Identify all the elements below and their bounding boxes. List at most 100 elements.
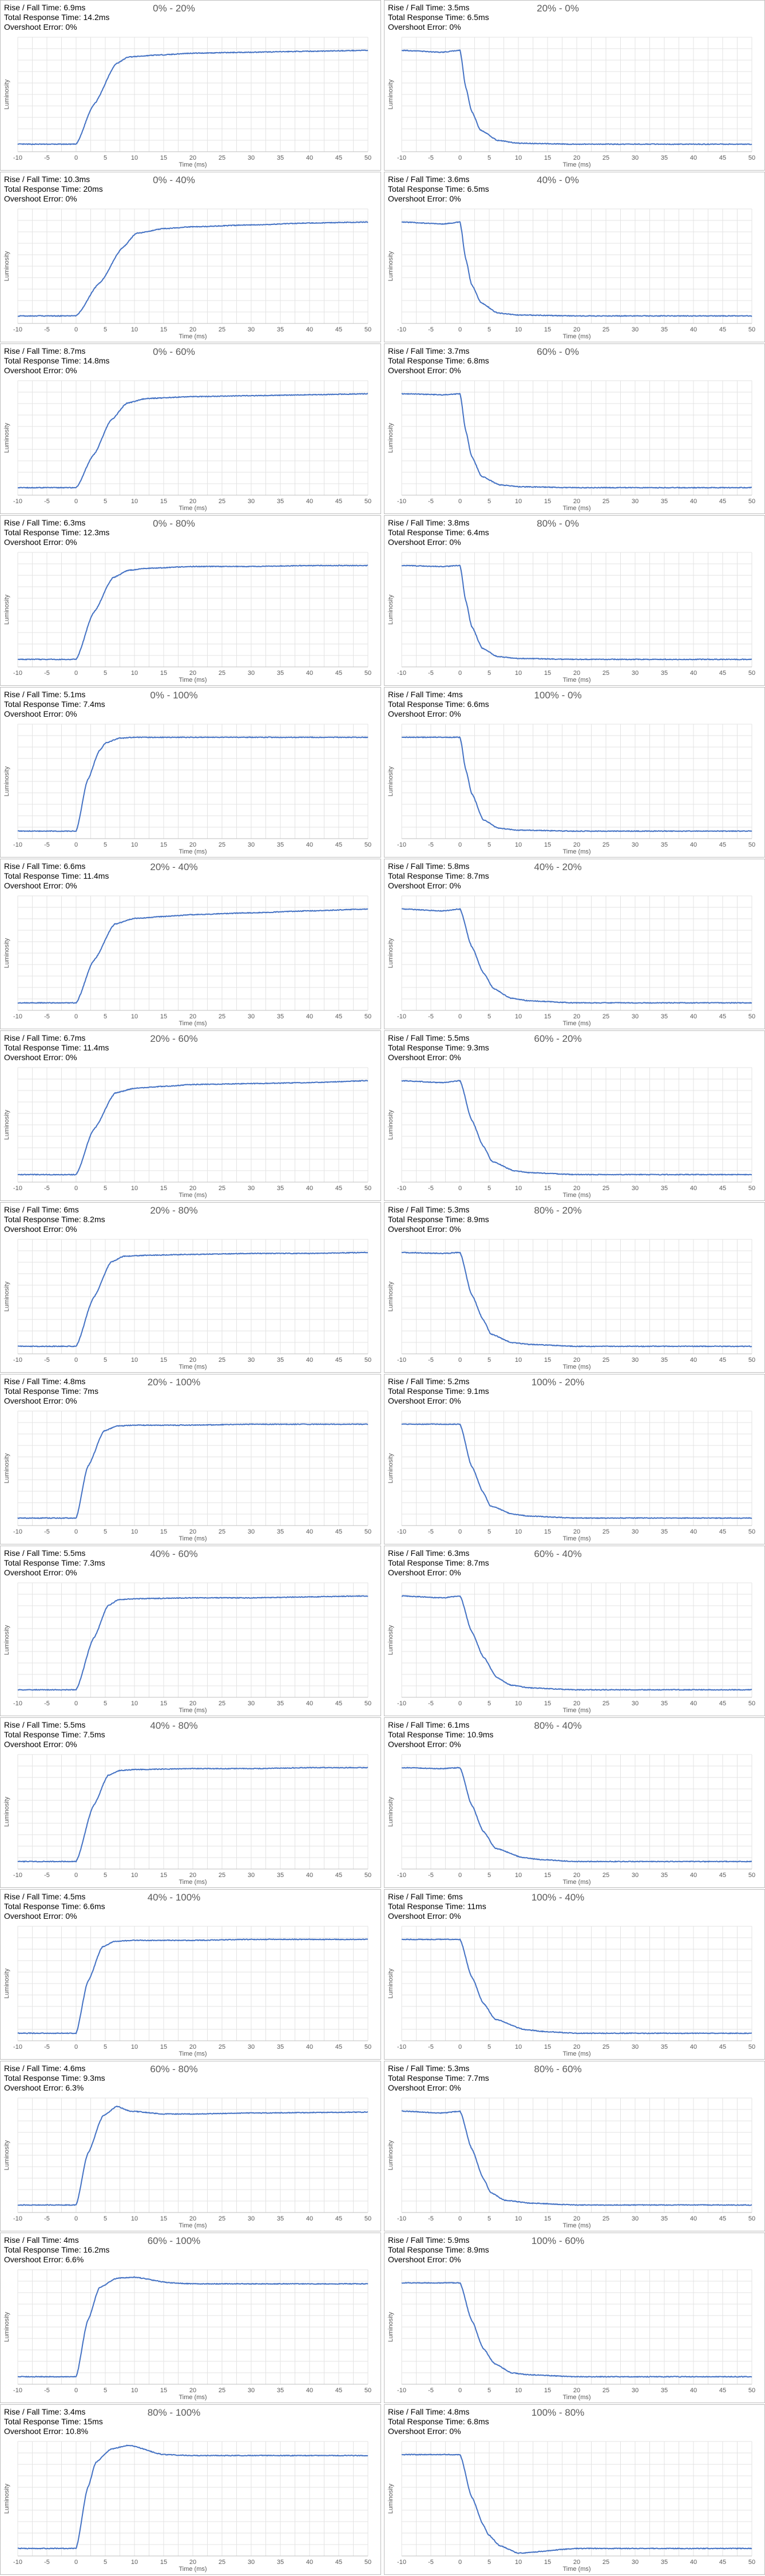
chart-title: 80% - 40% [534, 1720, 582, 1731]
overshoot-error: Overshoot Error: 0% [4, 194, 77, 203]
x-tick-label: 30 [248, 1700, 255, 1707]
series-line [17, 1595, 368, 1691]
x-tick-label: 0 [458, 841, 462, 848]
plot-area: -10 -5 0 5 10 15 20 25 30 35 40 45 50 Time (ms) Lumino… [3, 1926, 371, 2057]
x-tick-label: 10 [131, 2559, 138, 2566]
total-response-time: Total Response Time: 6.6ms [4, 1902, 105, 1911]
x-tick-label: -5 [44, 2559, 50, 2566]
response-stats: Rise / Fall Time: 5.5ms Total Response Ti… [4, 1548, 105, 1578]
x-tick-label: 35 [661, 155, 668, 161]
x-tick-label: 45 [335, 2559, 342, 2566]
y-axis-label: Luminosity [3, 1968, 10, 1998]
x-tick-label: 20 [573, 498, 580, 505]
x-tick-label: 40 [690, 841, 697, 848]
x-tick-label: 20 [573, 1357, 580, 1364]
x-tick-label: 0 [74, 2044, 78, 2050]
plot-area: -10 -5 0 5 10 15 20 25 30 35 40 45 50 Time (ms) Lumino… [387, 208, 755, 340]
x-tick-label: 5 [104, 2559, 107, 2566]
x-tick-label: 35 [661, 1357, 668, 1364]
x-tick-label: 5 [104, 1357, 107, 1364]
response-stats: Rise / Fall Time: 4.6ms Total Response Ti… [4, 2064, 105, 2093]
overshoot-error: Overshoot Error: 0% [388, 881, 461, 890]
x-tick-label: 30 [248, 841, 255, 848]
total-response-time: Total Response Time: 11.4ms [4, 1043, 109, 1052]
x-tick-label: 30 [248, 155, 255, 161]
x-tick-label: 50 [748, 2559, 755, 2566]
x-tick-label: 50 [364, 841, 371, 848]
x-tick-label: 15 [544, 155, 551, 161]
x-tick-label: 40 [690, 1185, 697, 1192]
x-tick-label: -10 [397, 2215, 406, 2222]
x-tick-label: 40 [690, 2215, 697, 2222]
rise-fall-time: Rise / Fall Time: 5.1ms [4, 690, 86, 699]
x-tick-label: 40 [306, 1357, 313, 1364]
x-tick-label: 30 [632, 155, 639, 161]
x-tick-label: 25 [219, 841, 225, 848]
x-tick-label: 0 [74, 1185, 78, 1192]
plot-area: -10 -5 0 5 10 15 20 25 30 35 40 45 50 Time (ms) Lumino… [387, 1754, 755, 1886]
x-axis-label: Time (ms) [179, 2050, 207, 2057]
x-tick-label: 15 [160, 2387, 167, 2394]
series-line [17, 1767, 368, 1863]
x-tick-label: 15 [544, 1185, 551, 1192]
response-stats: Rise / Fall Time: 6.7ms Total Response Ti… [4, 1033, 109, 1062]
x-tick-label: 30 [248, 2044, 255, 2050]
x-tick-label: -5 [44, 1013, 50, 1020]
series-line [17, 908, 368, 1004]
chart-title: 20% - 60% [150, 1033, 198, 1044]
chart-panel: Rise / Fall Time: 3.5ms Total Response Ti… [384, 0, 765, 171]
x-tick-label: 25 [219, 1013, 225, 1020]
rise-fall-time: Rise / Fall Time: 5.3ms [388, 1205, 470, 1214]
x-tick-label: 15 [544, 1700, 551, 1707]
series-line [401, 1251, 752, 1348]
plot-area: -10 -5 0 5 10 15 20 25 30 35 40 45 50 Time (ms) Lumino… [387, 1239, 755, 1370]
x-tick-label: -5 [44, 2044, 50, 2050]
rise-fall-time: Rise / Fall Time: 6.3ms [4, 518, 86, 527]
overshoot-error: Overshoot Error: 0% [4, 709, 77, 718]
y-axis-label: Luminosity [387, 1968, 394, 1998]
x-tick-label: -10 [13, 841, 22, 848]
x-tick-label: 20 [573, 1700, 580, 1707]
chart-panel: Rise / Fall Time: 5.8ms Total Response Ti… [384, 859, 765, 1029]
x-axis-label: Time (ms) [179, 848, 207, 855]
series-line [17, 1080, 368, 1176]
x-tick-label: -5 [44, 326, 50, 333]
chart-title: 80% - 100% [147, 2407, 201, 2418]
x-tick-label: 0 [74, 670, 78, 677]
x-tick-label: 25 [603, 670, 609, 677]
x-tick-label: 40 [306, 1528, 313, 1535]
x-tick-label: 20 [189, 1872, 196, 1879]
x-tick-label: 5 [487, 1357, 491, 1364]
x-tick-label: 35 [277, 2387, 284, 2394]
overshoot-error: Overshoot Error: 0% [388, 2255, 461, 2264]
x-tick-label: 5 [487, 2559, 491, 2566]
x-tick-label: 50 [748, 2044, 755, 2050]
x-tick-label: 50 [364, 2215, 371, 2222]
total-response-time: Total Response Time: 7.3ms [4, 1558, 105, 1567]
overshoot-error: Overshoot Error: 0% [4, 881, 77, 890]
x-tick-label: 5 [487, 498, 491, 505]
x-tick-label: 35 [277, 2559, 284, 2566]
x-tick-label: 45 [335, 841, 342, 848]
x-tick-label: 30 [248, 2559, 255, 2566]
series-line [17, 2444, 368, 2550]
x-tick-label: 15 [160, 2215, 167, 2222]
rise-fall-time: Rise / Fall Time: 10.3ms [4, 175, 90, 184]
x-axis-label: Time (ms) [562, 2394, 590, 2401]
x-tick-label: 30 [632, 1872, 639, 1879]
chart-title: 40% - 80% [150, 1720, 198, 1731]
series-line [401, 2453, 752, 2554]
chart-title: 80% - 20% [534, 1205, 582, 1216]
x-tick-label: -10 [13, 1013, 22, 1020]
plot-area: -10 -5 0 5 10 15 20 25 30 35 40 45 50 Time (ms) Lumino… [387, 2269, 755, 2401]
x-tick-label: 50 [748, 498, 755, 505]
series-line [401, 1938, 752, 2034]
overshoot-error: Overshoot Error: 0% [388, 366, 461, 375]
x-tick-label: 0 [74, 155, 78, 161]
x-tick-label: 5 [487, 2215, 491, 2222]
x-tick-label: -10 [13, 326, 22, 333]
x-tick-label: 35 [277, 2215, 284, 2222]
total-response-time: Total Response Time: 14.2ms [4, 13, 110, 22]
x-tick-label: 20 [573, 670, 580, 677]
overshoot-error: Overshoot Error: 10.8% [4, 2427, 89, 2436]
